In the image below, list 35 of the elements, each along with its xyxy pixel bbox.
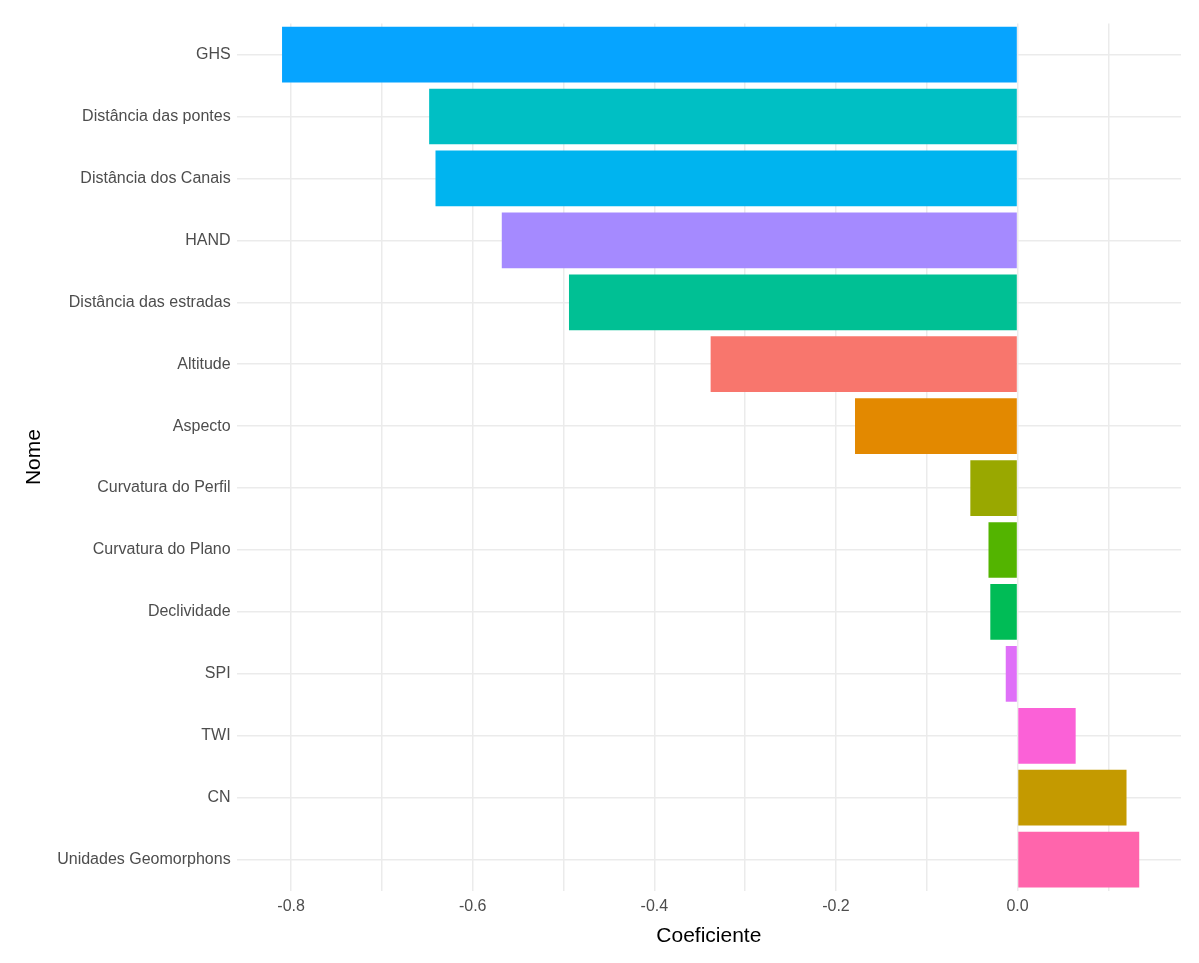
y-tick-label: HAND [185, 230, 231, 248]
bar [1005, 645, 1017, 702]
bar [282, 26, 1017, 83]
bar [990, 584, 1017, 640]
x-tick-label: 0.0 [1006, 896, 1029, 914]
y-tick-label: Aspecto [172, 416, 231, 434]
y-tick-label: Altitude [177, 354, 231, 372]
x-axis-title: Coeficiente [656, 923, 762, 947]
bar [1018, 831, 1140, 888]
bar [568, 274, 1017, 331]
bar [501, 212, 1017, 269]
y-tick-label: TWI [201, 726, 231, 744]
bar [970, 460, 1017, 516]
y-tick-label: Distância dos Canais [80, 168, 231, 186]
y-axis-title: Nome [21, 429, 45, 486]
bar [988, 522, 1017, 578]
x-tick-label: -0.6 [458, 896, 487, 914]
y-tick-label: SPI [204, 664, 231, 682]
bar [710, 336, 1017, 393]
y-tick-label: Unidades Geomorphons [57, 850, 231, 868]
y-tick-label: Declividade [147, 602, 231, 620]
bar [1018, 707, 1076, 764]
y-tick-label: CN [207, 788, 231, 806]
y-tick-label: Curvatura do Plano [92, 540, 231, 558]
bar [429, 88, 1017, 145]
x-tick-label: -0.8 [277, 896, 305, 914]
bar [435, 150, 1017, 207]
x-tick-label: -0.2 [822, 896, 850, 914]
y-tick-label: Distância das pontes [82, 106, 231, 124]
x-tick-label: -0.4 [640, 896, 669, 914]
bar [855, 398, 1017, 454]
y-tick-label: Distância das estradas [68, 292, 231, 310]
y-tick-label: GHS [195, 44, 231, 62]
y-tick-label: Curvatura do Perfil [97, 478, 231, 496]
bar [1018, 769, 1127, 826]
